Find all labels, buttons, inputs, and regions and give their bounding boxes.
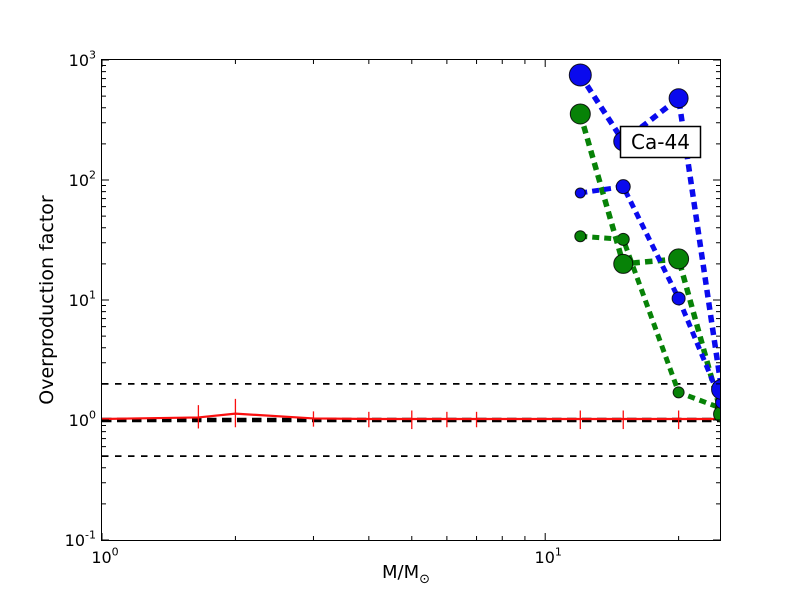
y-tick-label: 101 (69, 289, 96, 311)
blue-small-marker-set-marker (671, 291, 686, 306)
green-large-marker-set-marker (713, 405, 720, 423)
green-large-marker-set-marker (613, 253, 634, 274)
blue-small-marker-set (574, 179, 720, 409)
x-tick-label: 100 (91, 546, 118, 568)
green-large-marker-set-line (577, 113, 720, 415)
green-small-marker-set-marker (672, 386, 685, 399)
blue-large-marker-set (568, 63, 720, 400)
series-layer (568, 63, 720, 423)
y-tick-label: 100 (69, 409, 96, 431)
green-small-marker-set-line (580, 233, 720, 411)
y-tick-label: 103 (69, 49, 96, 71)
low-mass-models-line (102, 412, 720, 421)
red-line-layer (102, 398, 720, 430)
blue-small-marker-set-marker (574, 187, 586, 199)
y-tick-label: 102 (69, 169, 96, 191)
green-small-marker-set-marker (574, 230, 587, 243)
axes-frame (101, 59, 721, 541)
x-tick-label: 101 (535, 546, 562, 568)
blue-large-marker-set-marker (568, 63, 592, 87)
y-axis-label: Overproduction factor (36, 195, 58, 405)
green-large-marker-set-marker (569, 103, 591, 125)
blue-large-marker-set-marker (668, 88, 689, 109)
blue-large-marker-set-marker (711, 378, 720, 400)
blue-small-marker-set-marker (615, 179, 631, 195)
blue-small-marker-set-line (579, 183, 720, 404)
axis-labels: M/M⊙ Overproduction factor (36, 195, 430, 587)
annotation-label: Ca-44 (631, 130, 690, 154)
x-axis-label: M/M⊙ (382, 562, 430, 587)
annotation-frame (619, 125, 702, 159)
plot-border (101, 59, 721, 541)
y-tick-label: 10-1 (65, 529, 96, 551)
blue-large-marker-set-line (577, 73, 720, 390)
blue-small-marker-set-marker (715, 396, 720, 409)
green-large-marker-set (569, 103, 720, 423)
annotation-box: Ca-44 (619, 125, 702, 159)
green-large-marker-set-marker (668, 248, 690, 270)
